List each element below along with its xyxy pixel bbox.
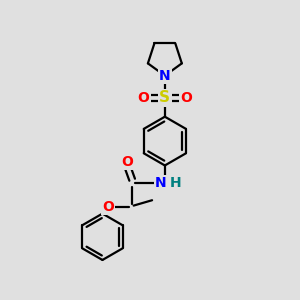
Text: O: O — [121, 155, 133, 169]
Text: O: O — [103, 200, 114, 214]
Text: H: H — [169, 176, 181, 190]
Text: O: O — [180, 91, 192, 105]
Text: O: O — [137, 91, 149, 105]
Text: N: N — [159, 69, 171, 83]
Text: N: N — [155, 176, 167, 190]
Text: S: S — [159, 91, 170, 106]
